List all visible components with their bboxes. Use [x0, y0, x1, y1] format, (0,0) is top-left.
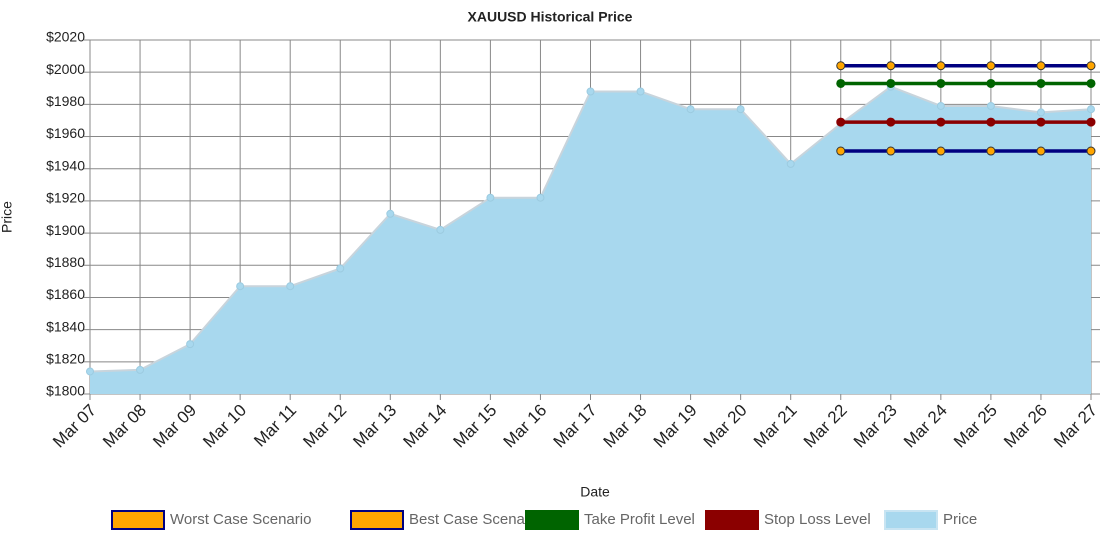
price-marker: [1087, 105, 1095, 114]
price-marker: [636, 87, 645, 96]
x-tick-label: Mar 22: [800, 401, 851, 452]
price-marker: [536, 193, 545, 202]
y-tick-label: $1820: [46, 351, 85, 367]
series-marker: [1086, 117, 1096, 127]
price-marker: [586, 87, 595, 96]
price-marker: [736, 105, 745, 114]
legend-swatch: [705, 510, 759, 530]
price-marker: [686, 105, 695, 114]
x-axis-label: Date: [580, 484, 610, 500]
series-marker: [1036, 146, 1046, 156]
price-marker: [186, 340, 195, 349]
x-tick-label: Mar 27: [1050, 401, 1101, 452]
x-tick-label: Mar 19: [650, 401, 701, 452]
price-marker: [136, 365, 145, 374]
legend-swatch: [884, 510, 938, 530]
x-tick-label: Mar 09: [149, 401, 200, 452]
series-marker: [986, 117, 996, 127]
price-marker: [86, 367, 94, 376]
x-tick-label: Mar 24: [900, 401, 951, 452]
y-tick-label: $1800: [46, 383, 85, 399]
series-marker: [936, 146, 946, 156]
x-tick-label: Mar 14: [399, 401, 450, 452]
series-marker: [936, 78, 946, 88]
y-tick-label: $1940: [46, 157, 85, 173]
legend-label: Price: [943, 511, 977, 528]
x-tick-label: Mar 12: [299, 401, 350, 452]
series-marker: [986, 61, 996, 71]
legend-label: Stop Loss Level: [764, 511, 871, 528]
series-marker: [836, 78, 846, 88]
y-tick-label: $1900: [46, 222, 85, 238]
series-marker: [836, 146, 846, 156]
y-tick-label: $2000: [46, 61, 85, 77]
series-marker: [1036, 117, 1046, 127]
legend-swatch: [350, 510, 404, 530]
x-tick-label: Mar 15: [450, 401, 501, 452]
legend-swatch: [111, 510, 165, 530]
series-marker: [986, 78, 996, 88]
y-tick-label: $1840: [46, 318, 85, 334]
y-tick-label: $2020: [46, 29, 85, 45]
x-tick-label: Mar 11: [250, 401, 300, 451]
x-tick-label: Mar 13: [349, 401, 400, 452]
price-area: [90, 86, 1091, 394]
x-tick-label: Mar 08: [99, 401, 150, 452]
series-marker: [986, 146, 996, 156]
series-marker: [936, 61, 946, 71]
x-tick-label: Mar 10: [199, 401, 250, 452]
price-marker: [486, 193, 495, 202]
price-marker: [386, 209, 395, 218]
series-marker: [1086, 61, 1096, 71]
y-tick-label: $1880: [46, 254, 85, 270]
series-marker: [886, 117, 896, 127]
x-tick-label: Mar 21: [750, 401, 801, 452]
x-tick-label: Mar 20: [700, 401, 751, 452]
series-marker: [836, 61, 846, 71]
x-tick-label: Mar 16: [500, 401, 551, 452]
y-tick-label: $1920: [46, 190, 85, 206]
price-marker: [336, 264, 345, 273]
x-tick-label: Mar 18: [600, 401, 651, 452]
price-marker: [286, 282, 295, 291]
x-tick-label: Mar 25: [950, 401, 1001, 452]
series-marker: [886, 146, 896, 156]
price-marker: [986, 101, 995, 110]
chart-title: XAUUSD Historical Price: [468, 9, 633, 25]
x-tick-label: Mar 07: [49, 401, 100, 452]
y-tick-label: $1960: [46, 125, 85, 141]
legend-label: Best Case Scenario: [409, 511, 542, 528]
legend-swatch: [525, 510, 579, 530]
price-marker: [436, 225, 445, 234]
series-marker: [1086, 146, 1096, 156]
legend-label: Worst Case Scenario: [170, 511, 311, 528]
y-tick-label: $1980: [46, 93, 85, 109]
price-marker: [1036, 108, 1045, 117]
y-tick-label: $1860: [46, 286, 85, 302]
y-axis-label: Price: [0, 201, 15, 233]
series-marker: [1086, 78, 1096, 88]
series-marker: [886, 78, 896, 88]
x-tick-label: Mar 23: [850, 401, 901, 452]
legend-label: Take Profit Level: [584, 511, 695, 528]
price-marker: [236, 282, 245, 291]
series-marker: [936, 117, 946, 127]
price-marker: [936, 101, 945, 110]
series-marker: [886, 61, 896, 71]
series-marker: [1036, 61, 1046, 71]
series-marker: [1036, 78, 1046, 88]
series-marker: [836, 117, 846, 127]
x-tick-label: Mar 17: [550, 401, 601, 452]
x-tick-label: Mar 26: [1000, 401, 1051, 452]
price-marker: [786, 159, 795, 168]
